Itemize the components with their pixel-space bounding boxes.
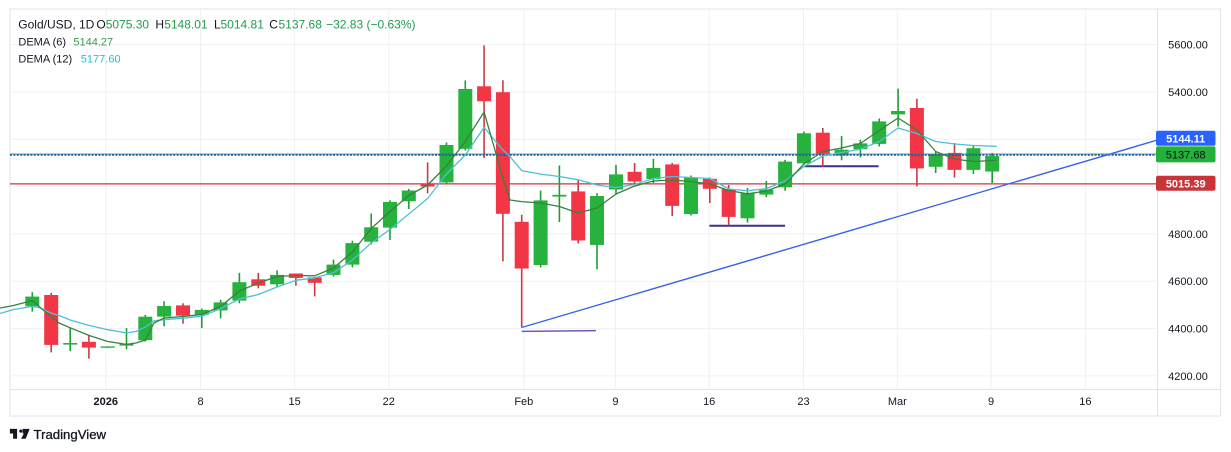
svg-text:H: H [155,18,164,32]
svg-text:Mar: Mar [888,396,907,408]
svg-text:5137.68: 5137.68 [279,18,323,32]
svg-text:16: 16 [703,396,715,408]
svg-text:22: 22 [383,396,395,408]
svg-text:5015.39: 5015.39 [1166,178,1206,190]
svg-text:5144.11: 5144.11 [1166,133,1205,145]
svg-text:4800.00: 4800.00 [1168,229,1208,241]
svg-text:5075.30: 5075.30 [106,18,150,32]
svg-text:Feb: Feb [514,396,533,408]
svg-text:5137.68: 5137.68 [1166,149,1206,161]
svg-text:23: 23 [797,396,809,408]
svg-text:4600.00: 4600.00 [1168,276,1208,288]
svg-text:5177.60: 5177.60 [81,53,121,65]
svg-text:L: L [214,18,221,32]
svg-text:5400.00: 5400.00 [1168,87,1208,99]
svg-text:9: 9 [612,396,618,408]
svg-text:DEMA (6): DEMA (6) [18,36,66,48]
svg-text:4400.00: 4400.00 [1168,324,1208,336]
svg-text:16: 16 [1079,396,1091,408]
svg-text:C: C [269,18,278,32]
svg-text:5144.27: 5144.27 [73,36,113,48]
svg-text:O: O [96,18,105,32]
svg-text:15: 15 [288,396,300,408]
svg-text:TradingView: TradingView [34,427,107,442]
svg-text:2026: 2026 [94,396,118,408]
svg-text:−32.83 (−0.63%): −32.83 (−0.63%) [326,18,415,32]
svg-text:DEMA (12): DEMA (12) [18,53,72,65]
svg-text:4200.00: 4200.00 [1168,371,1208,383]
svg-text:5014.81: 5014.81 [221,18,265,32]
svg-text:5148.01: 5148.01 [164,18,208,32]
svg-text:Gold/USD, 1D: Gold/USD, 1D [18,18,94,32]
svg-text:5600.00: 5600.00 [1168,40,1208,52]
svg-text:9: 9 [988,396,994,408]
svg-text:8: 8 [197,396,203,408]
